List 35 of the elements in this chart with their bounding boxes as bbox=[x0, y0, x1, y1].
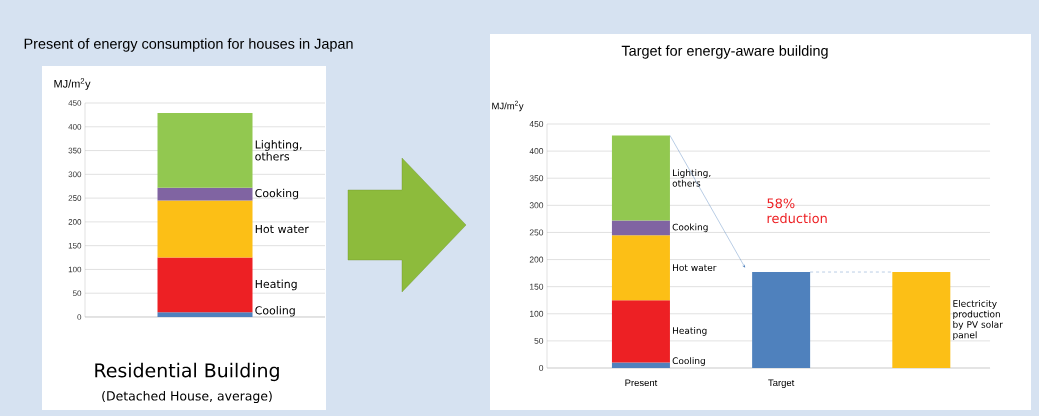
y-axis-title: MJ/m$^{2}$y bbox=[492, 100, 524, 112]
x-tick-label: Target bbox=[768, 379, 795, 388]
y-tick-label: 400 bbox=[529, 148, 544, 155]
y-tick-label: 450 bbox=[529, 121, 544, 127]
series-label: Hot water bbox=[673, 264, 717, 272]
series-label: Lighting, others bbox=[255, 140, 302, 161]
y-tick-label: 350 bbox=[529, 175, 544, 182]
bar bbox=[157, 312, 253, 317]
y-tick-label: 150 bbox=[530, 283, 544, 290]
y-tick-label: 250 bbox=[529, 229, 544, 236]
series-label: Cooking bbox=[672, 223, 708, 233]
series-label: Electricity production by PV solar panel bbox=[953, 299, 1003, 341]
y-axis-title: MJ/m$^{2}$y bbox=[54, 78, 91, 90]
series-label: Lighting, others bbox=[672, 169, 711, 187]
bar bbox=[157, 112, 253, 188]
bar bbox=[157, 187, 253, 201]
y-tick-label: 0 bbox=[539, 365, 544, 371]
y-tick-label: 100 bbox=[530, 310, 544, 317]
series-label: Heating bbox=[255, 279, 297, 291]
chart-title: Target for energy-aware building bbox=[621, 45, 828, 59]
series-label: Hot water bbox=[255, 224, 309, 234]
y-tick-label: 200 bbox=[529, 256, 544, 263]
text: (Detached House, average) bbox=[102, 390, 272, 404]
series-label: Heating bbox=[673, 327, 707, 336]
series-label: Cooling bbox=[255, 305, 295, 317]
text: Residential Building bbox=[95, 362, 279, 382]
bar bbox=[157, 200, 253, 258]
x-tick-label: Present bbox=[625, 379, 658, 387]
y-tick-label: 50 bbox=[534, 337, 544, 344]
series-label: Cooking bbox=[255, 188, 299, 200]
y-tick-label: 300 bbox=[529, 202, 544, 209]
annotation: 58% reduction bbox=[767, 198, 827, 224]
chart-title: Present of energy consumption for houses in Japan bbox=[24, 38, 353, 52]
series-label: Cooling bbox=[672, 357, 705, 366]
bar bbox=[157, 257, 253, 313]
